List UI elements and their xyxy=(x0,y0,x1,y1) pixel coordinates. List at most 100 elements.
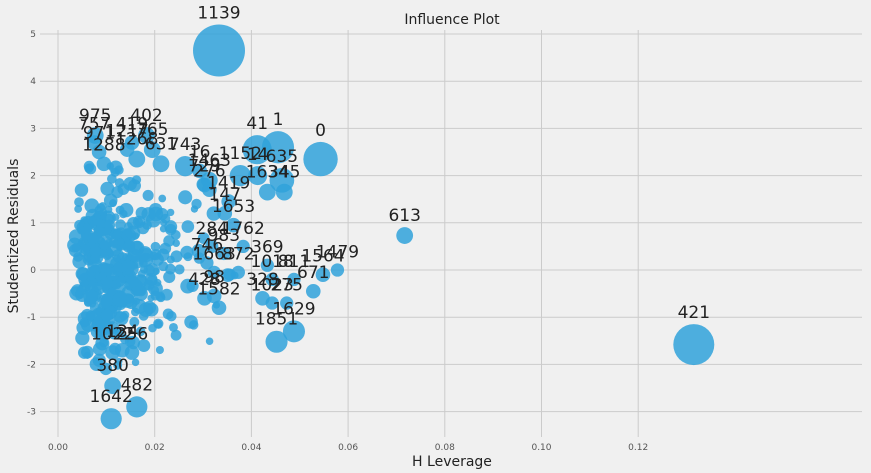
data-point xyxy=(83,160,95,172)
data-point xyxy=(128,179,141,193)
data-point xyxy=(73,252,83,262)
data-point xyxy=(74,290,83,298)
y-axis-title: Studentized Residuals xyxy=(6,159,22,314)
data-point xyxy=(166,310,177,322)
point-label-419: 419 xyxy=(116,114,148,134)
point-label-811: 811 xyxy=(278,252,310,272)
data-point-1023 xyxy=(265,296,279,310)
data-point xyxy=(99,338,109,348)
point-label-402: 402 xyxy=(130,106,162,126)
y-tick-label: -2 xyxy=(27,360,36,370)
point-label-328: 328 xyxy=(246,270,278,290)
point-label-1022: 1022 xyxy=(91,324,134,344)
y-tick-label: 3 xyxy=(30,124,36,134)
data-point xyxy=(180,245,194,259)
y-tick-label: 4 xyxy=(30,77,36,87)
data-point-380 xyxy=(104,377,122,395)
point-label-872: 872 xyxy=(222,245,254,265)
point-label-134: 134 xyxy=(106,322,138,342)
data-point xyxy=(98,271,107,280)
data-point xyxy=(96,218,106,229)
point-label-1419: 1419 xyxy=(207,173,250,193)
x-axis-title: H Leverage xyxy=(412,454,492,470)
data-point xyxy=(119,312,128,321)
data-point-275 xyxy=(280,296,294,310)
data-point xyxy=(127,275,139,288)
point-label-1564: 1564 xyxy=(301,246,344,266)
data-point-1663 xyxy=(207,265,221,279)
data-point-41 xyxy=(242,135,272,165)
data-point-811 xyxy=(287,272,301,287)
data-point xyxy=(220,268,235,283)
data-point xyxy=(148,323,157,333)
point-label-1: 1 xyxy=(273,110,284,130)
point-label-256: 256 xyxy=(116,324,148,344)
data-point xyxy=(147,294,155,302)
data-point xyxy=(104,205,113,214)
point-label-1582: 1582 xyxy=(197,279,240,299)
point-label-345: 345 xyxy=(268,163,300,183)
point-label-1851: 1851 xyxy=(255,310,298,330)
data-point xyxy=(155,345,164,355)
y-tick-label: 0 xyxy=(30,266,36,276)
data-point-98 xyxy=(206,288,222,304)
data-point-0 xyxy=(303,141,338,177)
data-point xyxy=(94,282,104,291)
data-point xyxy=(164,220,178,234)
data-point xyxy=(131,240,143,253)
point-label-631: 631 xyxy=(145,134,177,154)
data-point xyxy=(116,238,125,246)
point-label-1629: 1629 xyxy=(272,299,315,319)
data-point xyxy=(92,317,105,330)
data-point xyxy=(115,357,123,365)
y-tick-label: -3 xyxy=(27,408,36,418)
data-point-276 xyxy=(202,182,217,198)
chart-title: Influence Plot xyxy=(404,12,500,28)
data-point-1288 xyxy=(96,156,112,172)
point-label-743: 743 xyxy=(169,135,201,155)
data-point-1139 xyxy=(193,24,246,77)
data-point xyxy=(205,337,214,346)
data-point xyxy=(100,181,115,196)
data-point xyxy=(74,197,84,207)
data-point xyxy=(124,336,136,347)
data-point-256 xyxy=(124,345,140,360)
point-label-428: 428 xyxy=(188,270,220,290)
data-point xyxy=(139,248,154,263)
point-label-0: 0 xyxy=(315,121,326,141)
point-label-1479: 1479 xyxy=(316,242,359,262)
point-label-1642: 1642 xyxy=(90,387,133,407)
data-point xyxy=(103,219,116,231)
data-point xyxy=(100,309,114,322)
point-label-1217: 1217 xyxy=(106,121,149,141)
x-tick-label: 0.12 xyxy=(628,443,648,453)
data-point-765 xyxy=(143,141,161,159)
data-point xyxy=(83,289,98,305)
data-point xyxy=(170,230,181,240)
point-label-1268: 1268 xyxy=(115,130,158,150)
data-point-369 xyxy=(260,258,274,272)
point-label-729: 729 xyxy=(188,157,220,177)
point-label-1463: 1463 xyxy=(188,151,231,171)
data-point xyxy=(174,264,185,275)
y-tick-label: 2 xyxy=(30,172,36,182)
data-point xyxy=(131,358,140,367)
data-point xyxy=(131,252,142,263)
data-point-284 xyxy=(205,239,219,254)
data-point xyxy=(148,281,163,297)
data-point xyxy=(181,220,195,233)
data-point-983 xyxy=(217,246,231,261)
data-point xyxy=(74,205,83,213)
data-point xyxy=(108,160,123,175)
data-point xyxy=(87,232,99,245)
data-point-345 xyxy=(275,183,293,201)
data-point-1762 xyxy=(236,239,250,254)
data-point-402 xyxy=(138,127,155,144)
point-label-98: 98 xyxy=(203,268,225,288)
data-point xyxy=(99,362,113,376)
data-point xyxy=(74,183,89,197)
point-label-1023: 1023 xyxy=(251,275,294,295)
point-label-369: 369 xyxy=(251,238,283,258)
